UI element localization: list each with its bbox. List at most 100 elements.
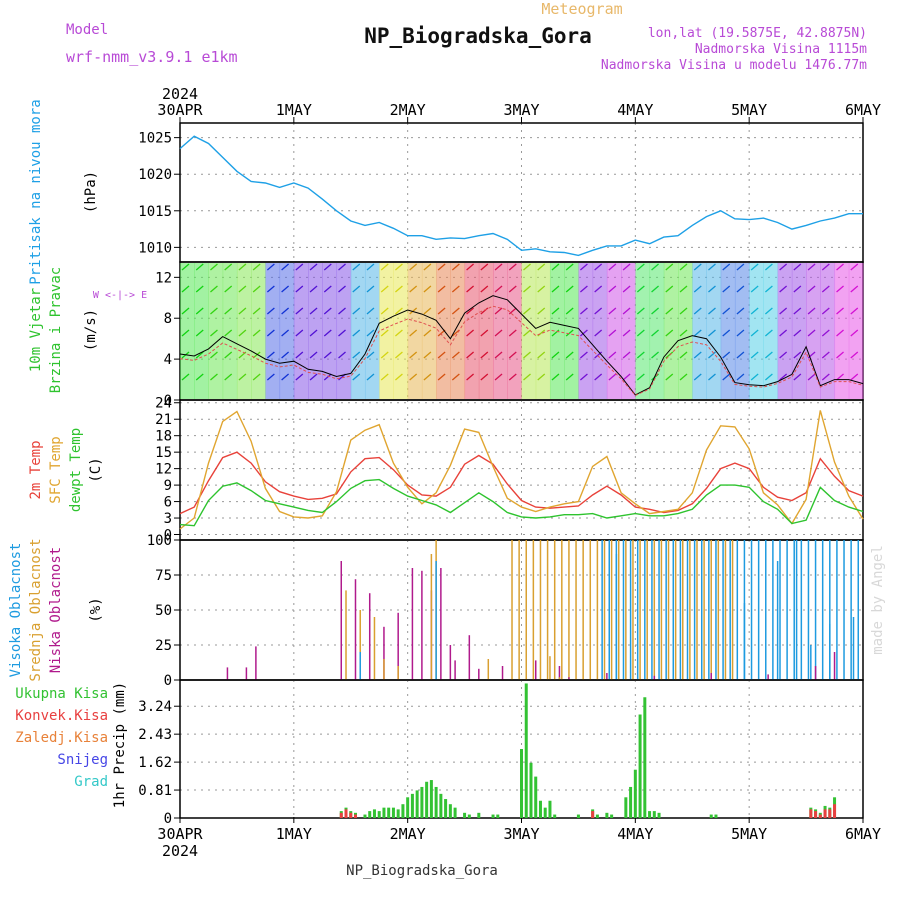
wind-barb: [508, 307, 517, 315]
wind-barb: [380, 307, 389, 315]
wind-barb: [665, 263, 674, 271]
wind-barb: [309, 351, 318, 359]
wind-barb: [764, 307, 773, 315]
wind-barb: [395, 263, 403, 271]
wind-barb: [665, 285, 674, 293]
precip-bar: [453, 807, 457, 818]
wind-barb: [494, 307, 503, 315]
wind-barb: [494, 373, 503, 381]
precip-ytick-label: 1.62: [138, 755, 172, 771]
pressure-ytick-label: 1010: [138, 240, 172, 256]
wind-barb: [736, 329, 745, 337]
clouds-units: (%): [88, 597, 104, 622]
precip-bar: [823, 809, 827, 818]
wind-barb: [395, 351, 403, 359]
precip-bar: [833, 804, 837, 818]
wind-barb: [594, 285, 603, 293]
wind-barb: [722, 263, 731, 271]
wind-barb: [708, 285, 716, 293]
wind-barb: [266, 263, 275, 271]
temperature-ytick-label: 12: [155, 462, 172, 478]
wind-barb: [224, 263, 233, 271]
wind-barb: [295, 285, 304, 293]
wind-ytick-label: 8: [164, 311, 172, 327]
wind-barb: [323, 285, 332, 293]
precip-bar: [595, 814, 599, 818]
wind-barb: [523, 373, 531, 381]
wind-barb: [636, 263, 645, 271]
wind-barb: [622, 351, 631, 359]
precip-bar: [496, 814, 500, 818]
precip-bar: [643, 697, 647, 818]
precip-legend-item: Zaledj.Kisa: [15, 730, 108, 746]
wind-barb: [551, 285, 560, 293]
wind-barb: [750, 285, 759, 293]
wind-barb: [622, 373, 631, 381]
precip-bar: [434, 786, 438, 818]
precip-bar: [818, 814, 822, 818]
time-tick-top-4: 4MAY: [617, 101, 653, 119]
time-tick-top-6: 6MAY: [845, 101, 881, 119]
precip-bar: [415, 790, 419, 818]
wind-barb: [423, 307, 432, 315]
temperature-line-2: [179, 478, 864, 527]
wind-barb: [508, 263, 517, 271]
precip-bar: [638, 714, 642, 818]
wind-barb: [366, 351, 375, 359]
wind-barb: [309, 307, 318, 315]
wind-barb: [537, 373, 546, 381]
wind-barb: [679, 373, 688, 381]
wind-barb: [451, 263, 460, 271]
wind-barb: [565, 263, 574, 271]
wind-barb: [693, 373, 702, 381]
time-tick-bottom-6: 6MAY: [845, 825, 881, 843]
wind-barb: [836, 373, 844, 381]
wind-barb: [309, 329, 318, 337]
wind-barb: [195, 307, 204, 315]
time-tick-top-1: 1MAY: [276, 101, 312, 119]
wind-barb: [693, 307, 702, 315]
wind-barb: [764, 285, 773, 293]
year-top: 2024: [162, 85, 198, 103]
wind-barb: [608, 263, 617, 271]
wind-barb: [750, 329, 759, 337]
wind-barb: [295, 373, 304, 381]
precip-bar: [543, 807, 547, 818]
wind-barb: [651, 351, 659, 359]
wind-barb: [693, 263, 702, 271]
wind-barb: [764, 351, 773, 359]
wind-barb: [779, 373, 788, 381]
wind-barb: [266, 307, 275, 315]
wind-barb: [807, 373, 816, 381]
wind-barb: [636, 307, 645, 315]
temperature-title: 2m Temp: [28, 440, 44, 499]
precip-bar: [652, 811, 656, 818]
time-tick-top-3: 3MAY: [503, 101, 539, 119]
wind-barb: [494, 263, 503, 271]
wind-barb: [779, 307, 788, 315]
wind-barb: [238, 285, 247, 293]
precip-bar: [344, 809, 348, 818]
precip-bar: [520, 749, 523, 818]
wind-barb: [210, 351, 218, 359]
precip-bar: [420, 786, 424, 818]
precip-bar: [467, 814, 471, 818]
wind-barb: [551, 351, 560, 359]
year-bottom: 2024: [162, 842, 198, 860]
wind-barb: [409, 263, 418, 271]
wind-barb: [266, 373, 275, 381]
station-title: NP_Biogradska_Gora: [364, 24, 592, 48]
wind-barb: [195, 285, 204, 293]
wind-barb: [252, 329, 261, 337]
wind-barb: [807, 307, 816, 315]
wind-barb: [651, 263, 659, 271]
wind-barb: [565, 373, 574, 381]
wind-barb: [494, 285, 503, 293]
wind-barb: [281, 307, 290, 315]
wind-barb: [380, 329, 389, 337]
wind-barb: [651, 329, 659, 337]
wind-barb: [352, 285, 361, 293]
pressure-line: [179, 135, 863, 257]
